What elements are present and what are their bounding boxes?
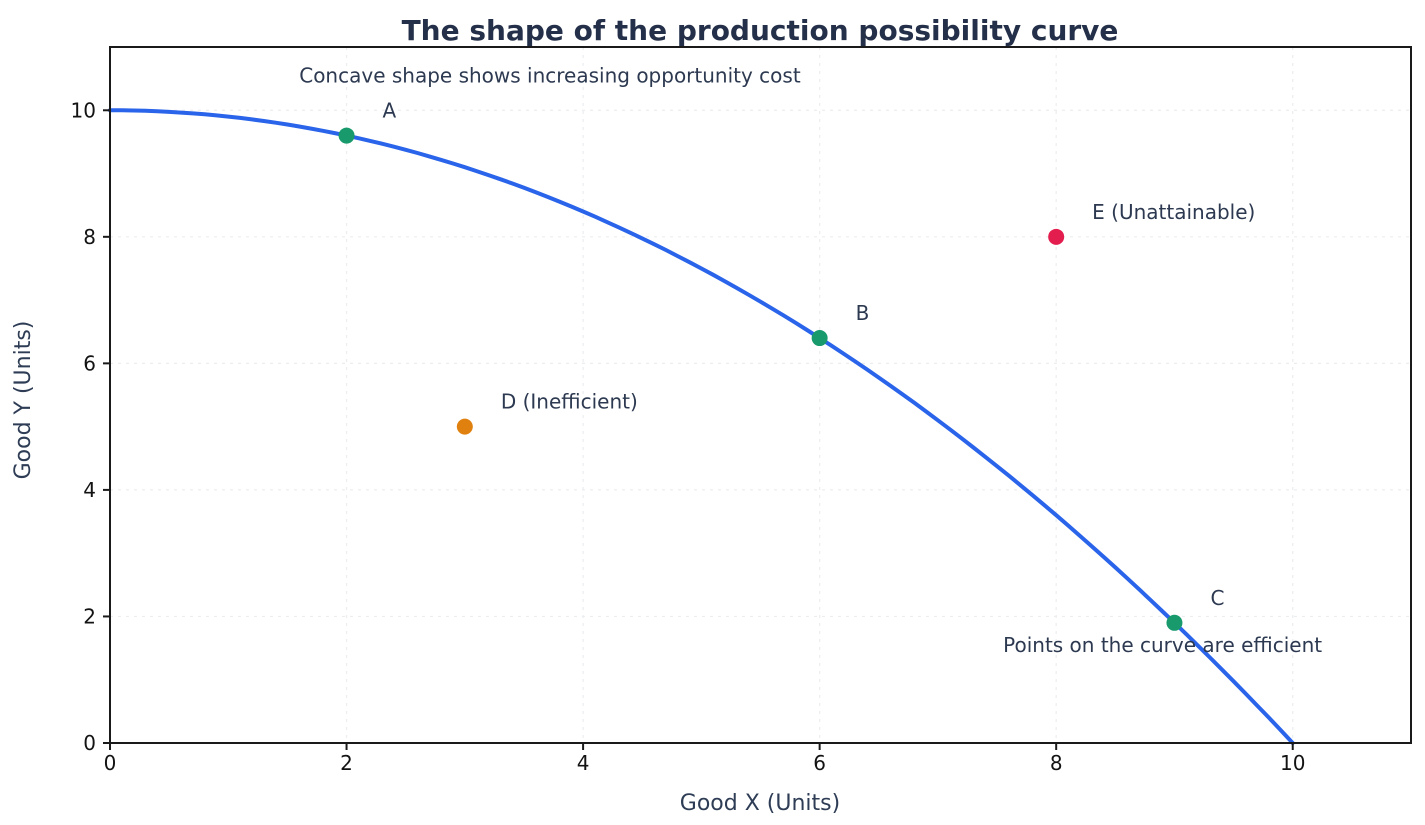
x-tick-label-10: 10 <box>1280 751 1305 775</box>
y-tick-label-2: 2 <box>83 604 96 628</box>
annotation-1: Points on the curve are efficient <box>1003 633 1322 657</box>
x-tick-label-8: 8 <box>1050 751 1063 775</box>
ppc-curve <box>108 108 1295 745</box>
point-D <box>456 418 473 435</box>
point-label-E: E (Unattainable) <box>1092 200 1255 224</box>
x-tick-label-6: 6 <box>813 751 826 775</box>
y-tick-label-10: 10 <box>71 98 96 122</box>
annotation-0: Concave shape shows increasing opportuni… <box>299 63 801 87</box>
x-tick-label-4: 4 <box>577 751 590 775</box>
x-axis-label: Good X (Units) <box>680 791 840 816</box>
y-axis-label: Good Y (Units) <box>11 321 36 480</box>
x-tick-label-2: 2 <box>340 751 353 775</box>
point-label-D: D (Inefficient) <box>501 390 638 414</box>
x-tick-label-0: 0 <box>104 751 117 775</box>
point-B <box>811 330 828 347</box>
point-label-A: A <box>383 99 397 123</box>
point-A <box>338 127 355 144</box>
plot-frame <box>109 46 1412 744</box>
point-C <box>1166 614 1183 631</box>
chart-title: The shape of the production possibility … <box>402 14 1119 47</box>
point-label-B: B <box>856 301 870 325</box>
y-tick-label-8: 8 <box>83 225 96 249</box>
y-tick-label-4: 4 <box>83 478 96 502</box>
point-label-C: C <box>1210 586 1224 610</box>
y-tick-label-6: 6 <box>83 351 96 375</box>
point-E <box>1048 228 1065 245</box>
y-tick-label-0: 0 <box>83 731 96 755</box>
